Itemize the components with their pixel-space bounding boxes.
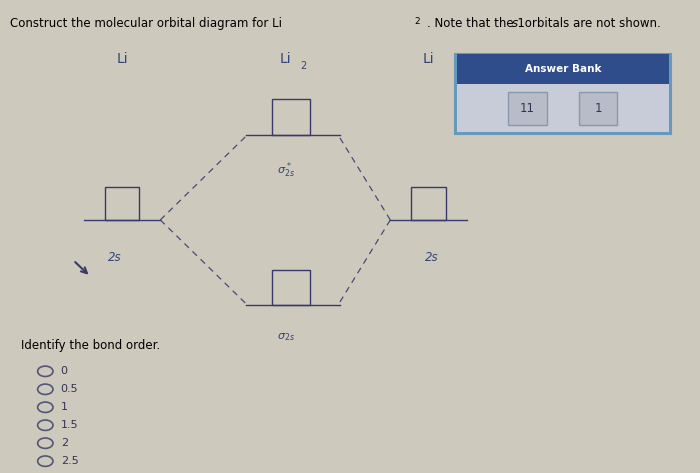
Bar [411, 187, 446, 220]
Text: Li: Li [116, 52, 128, 66]
Text: 2s: 2s [426, 251, 439, 263]
Text: 2s: 2s [108, 251, 122, 263]
Text: 0.5: 0.5 [61, 384, 78, 394]
Text: 1: 1 [61, 402, 68, 412]
Bar [454, 53, 671, 134]
Bar [508, 92, 547, 125]
Bar [456, 54, 669, 84]
Text: 2.5: 2.5 [61, 456, 78, 466]
Text: 2: 2 [414, 17, 420, 26]
Text: Construct the molecular orbital diagram for Li: Construct the molecular orbital diagram … [10, 17, 283, 29]
Bar [272, 99, 310, 135]
Text: s: s [512, 17, 519, 29]
Text: 1.5: 1.5 [61, 420, 78, 430]
Text: Identify the bond order.: Identify the bond order. [21, 339, 160, 352]
Text: Li: Li [423, 52, 435, 66]
Text: $\sigma_{2s}$: $\sigma_{2s}$ [276, 331, 295, 343]
Text: Answer Bank: Answer Bank [524, 64, 601, 74]
Bar [104, 187, 139, 220]
Bar [456, 84, 669, 132]
Text: orbitals are not shown.: orbitals are not shown. [522, 17, 661, 29]
Text: 11: 11 [520, 102, 535, 115]
Text: . Note that the 1: . Note that the 1 [426, 17, 524, 29]
Text: 0: 0 [61, 366, 68, 377]
Bar [272, 270, 310, 305]
Text: $\sigma^*_{2s}$: $\sigma^*_{2s}$ [276, 161, 295, 180]
Bar [579, 92, 617, 125]
Text: 1: 1 [594, 102, 602, 115]
Text: 2: 2 [61, 438, 68, 448]
Text: 2: 2 [300, 61, 307, 71]
Text: Li: Li [280, 52, 292, 66]
